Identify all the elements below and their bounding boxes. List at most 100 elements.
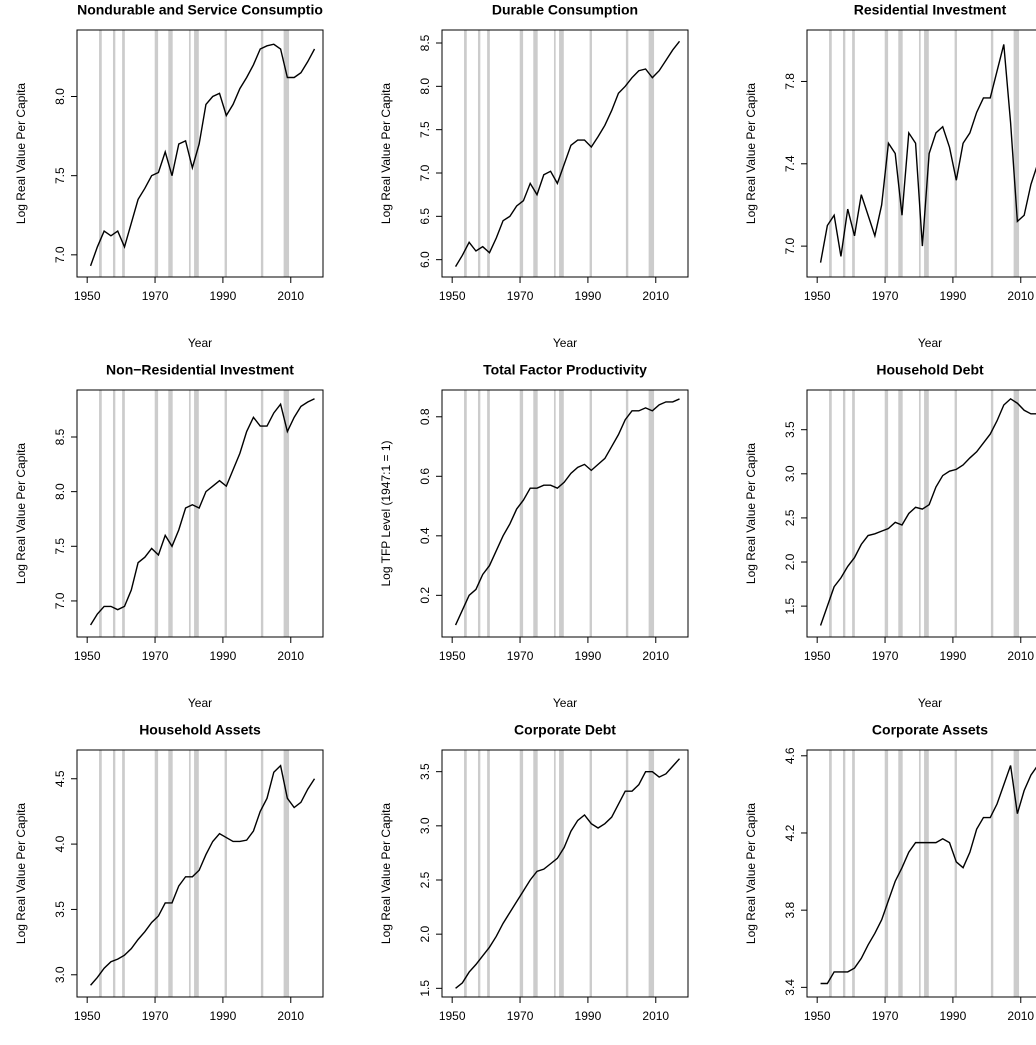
- recession-band: [990, 30, 994, 277]
- recession-band: [829, 750, 832, 997]
- x-tick-label: 1950: [439, 649, 466, 663]
- y-tick-label: 1.5: [783, 597, 797, 614]
- recession-band: [533, 30, 538, 277]
- recession-band: [122, 750, 125, 997]
- chart-title: Household Debt: [876, 362, 984, 378]
- panel: 1950 1970 1990 2010 7.0 7.5 8.0 Nondurable and …: [14, 2, 324, 350]
- recession-band: [194, 390, 199, 637]
- y-tick-label: 7.0: [783, 237, 797, 254]
- x-axis-label: Year: [188, 336, 212, 350]
- recession-band: [112, 750, 116, 997]
- recession-band: [122, 390, 125, 637]
- recession-band: [589, 30, 592, 277]
- recession-band: [842, 390, 846, 637]
- recession-band: [224, 750, 227, 997]
- x-tick-label: 1990: [575, 649, 602, 663]
- recession-band: [168, 30, 173, 277]
- panel: 1950 1970 1990 2010 3.4 3.8 4.2 4.6 Corporate As…: [744, 722, 1036, 1023]
- y-axis-label: Log Real Value Per Capita: [14, 443, 28, 585]
- x-tick-label: 2010: [277, 649, 304, 663]
- x-tick-label: 1970: [872, 649, 899, 663]
- y-axis-label: Log TFP Level (1947:1 = 1): [379, 441, 393, 587]
- recession-band: [625, 30, 629, 277]
- recession-band: [477, 30, 481, 277]
- recession-band: [898, 30, 903, 277]
- y-axis-label: Log Real Value Per Capita: [379, 803, 393, 945]
- recession-band: [924, 30, 929, 277]
- x-tick-label: 1990: [940, 1009, 967, 1023]
- recession-band: [559, 750, 564, 997]
- x-tick-label: 1970: [872, 289, 899, 303]
- series-line: [89, 43, 316, 267]
- chart-title: Corporate Assets: [872, 722, 988, 738]
- y-tick-label: 8.0: [418, 78, 432, 95]
- recession-band: [842, 30, 846, 277]
- y-tick-label: 7.5: [418, 121, 432, 138]
- recession-band: [519, 390, 524, 637]
- y-tick-label: 2.5: [783, 509, 797, 526]
- x-axis-label: Year: [188, 696, 212, 710]
- recession-band: [924, 390, 929, 637]
- y-tick-label: 0.4: [418, 527, 432, 544]
- recession-band: [283, 390, 290, 637]
- recession-band: [154, 750, 159, 997]
- x-tick-label: 2010: [642, 649, 669, 663]
- recession-band: [553, 750, 556, 997]
- recession-band: [625, 750, 629, 997]
- recession-band: [464, 390, 467, 637]
- y-tick-label: 4.5: [53, 770, 67, 787]
- panel: 1950 1970 1990 2010 1.5 2.0 2.5 3.0 3.5 Corporate…: [379, 722, 689, 1023]
- series-line: [90, 764, 316, 986]
- x-tick-label: 1990: [940, 289, 967, 303]
- recession-band: [283, 750, 290, 997]
- y-tick-label: 0.2: [418, 587, 432, 604]
- x-tick-label: 1990: [575, 1009, 602, 1023]
- recession-band: [224, 30, 227, 277]
- recession-band: [487, 30, 490, 277]
- y-tick-label: 7.0: [53, 592, 67, 609]
- chart-title: Non−Residential Investment: [106, 362, 294, 378]
- y-axis-label: Log Real Value Per Capita: [379, 83, 393, 225]
- recession-band: [625, 390, 629, 637]
- x-tick-label: 1950: [74, 649, 101, 663]
- recession-band: [842, 750, 846, 997]
- y-tick-label: 4.0: [53, 835, 67, 852]
- recession-band: [648, 30, 655, 277]
- y-tick-label: 3.5: [418, 763, 432, 780]
- x-tick-label: 2010: [277, 289, 304, 303]
- recession-band: [519, 30, 524, 277]
- recession-band: [188, 30, 191, 277]
- recession-band: [648, 750, 655, 997]
- recession-band: [1013, 390, 1020, 637]
- recession-band: [852, 30, 855, 277]
- y-tick-label: 3.0: [418, 817, 432, 834]
- series-line: [819, 44, 1036, 263]
- recession-band: [154, 390, 159, 637]
- x-tick-label: 1950: [804, 1009, 831, 1023]
- y-tick-label: 2.0: [783, 553, 797, 570]
- x-tick-label: 1970: [142, 289, 169, 303]
- y-tick-label: 3.0: [783, 465, 797, 482]
- recession-band: [188, 750, 191, 997]
- y-tick-label: 7.5: [53, 538, 67, 555]
- recession-band: [553, 30, 556, 277]
- recession-band: [168, 390, 173, 637]
- y-tick-label: 8.0: [53, 88, 67, 105]
- x-tick-label: 1990: [940, 649, 967, 663]
- y-tick-label: 1.5: [418, 980, 432, 997]
- recession-band: [487, 750, 490, 997]
- y-tick-label: 7.5: [53, 167, 67, 184]
- x-tick-label: 1970: [507, 1009, 534, 1023]
- x-tick-label: 1990: [575, 289, 602, 303]
- x-tick-label: 1950: [74, 1009, 101, 1023]
- recession-band: [918, 30, 921, 277]
- y-tick-label: 2.0: [418, 926, 432, 943]
- y-tick-label: 0.6: [418, 468, 432, 485]
- x-axis-label: Year: [553, 696, 577, 710]
- recession-band: [224, 390, 227, 637]
- recession-band: [154, 30, 159, 277]
- recession-band: [464, 750, 467, 997]
- recession-band: [477, 390, 481, 637]
- recession-band: [852, 390, 855, 637]
- y-axis-label: Log Real Value Per Capita: [744, 803, 758, 945]
